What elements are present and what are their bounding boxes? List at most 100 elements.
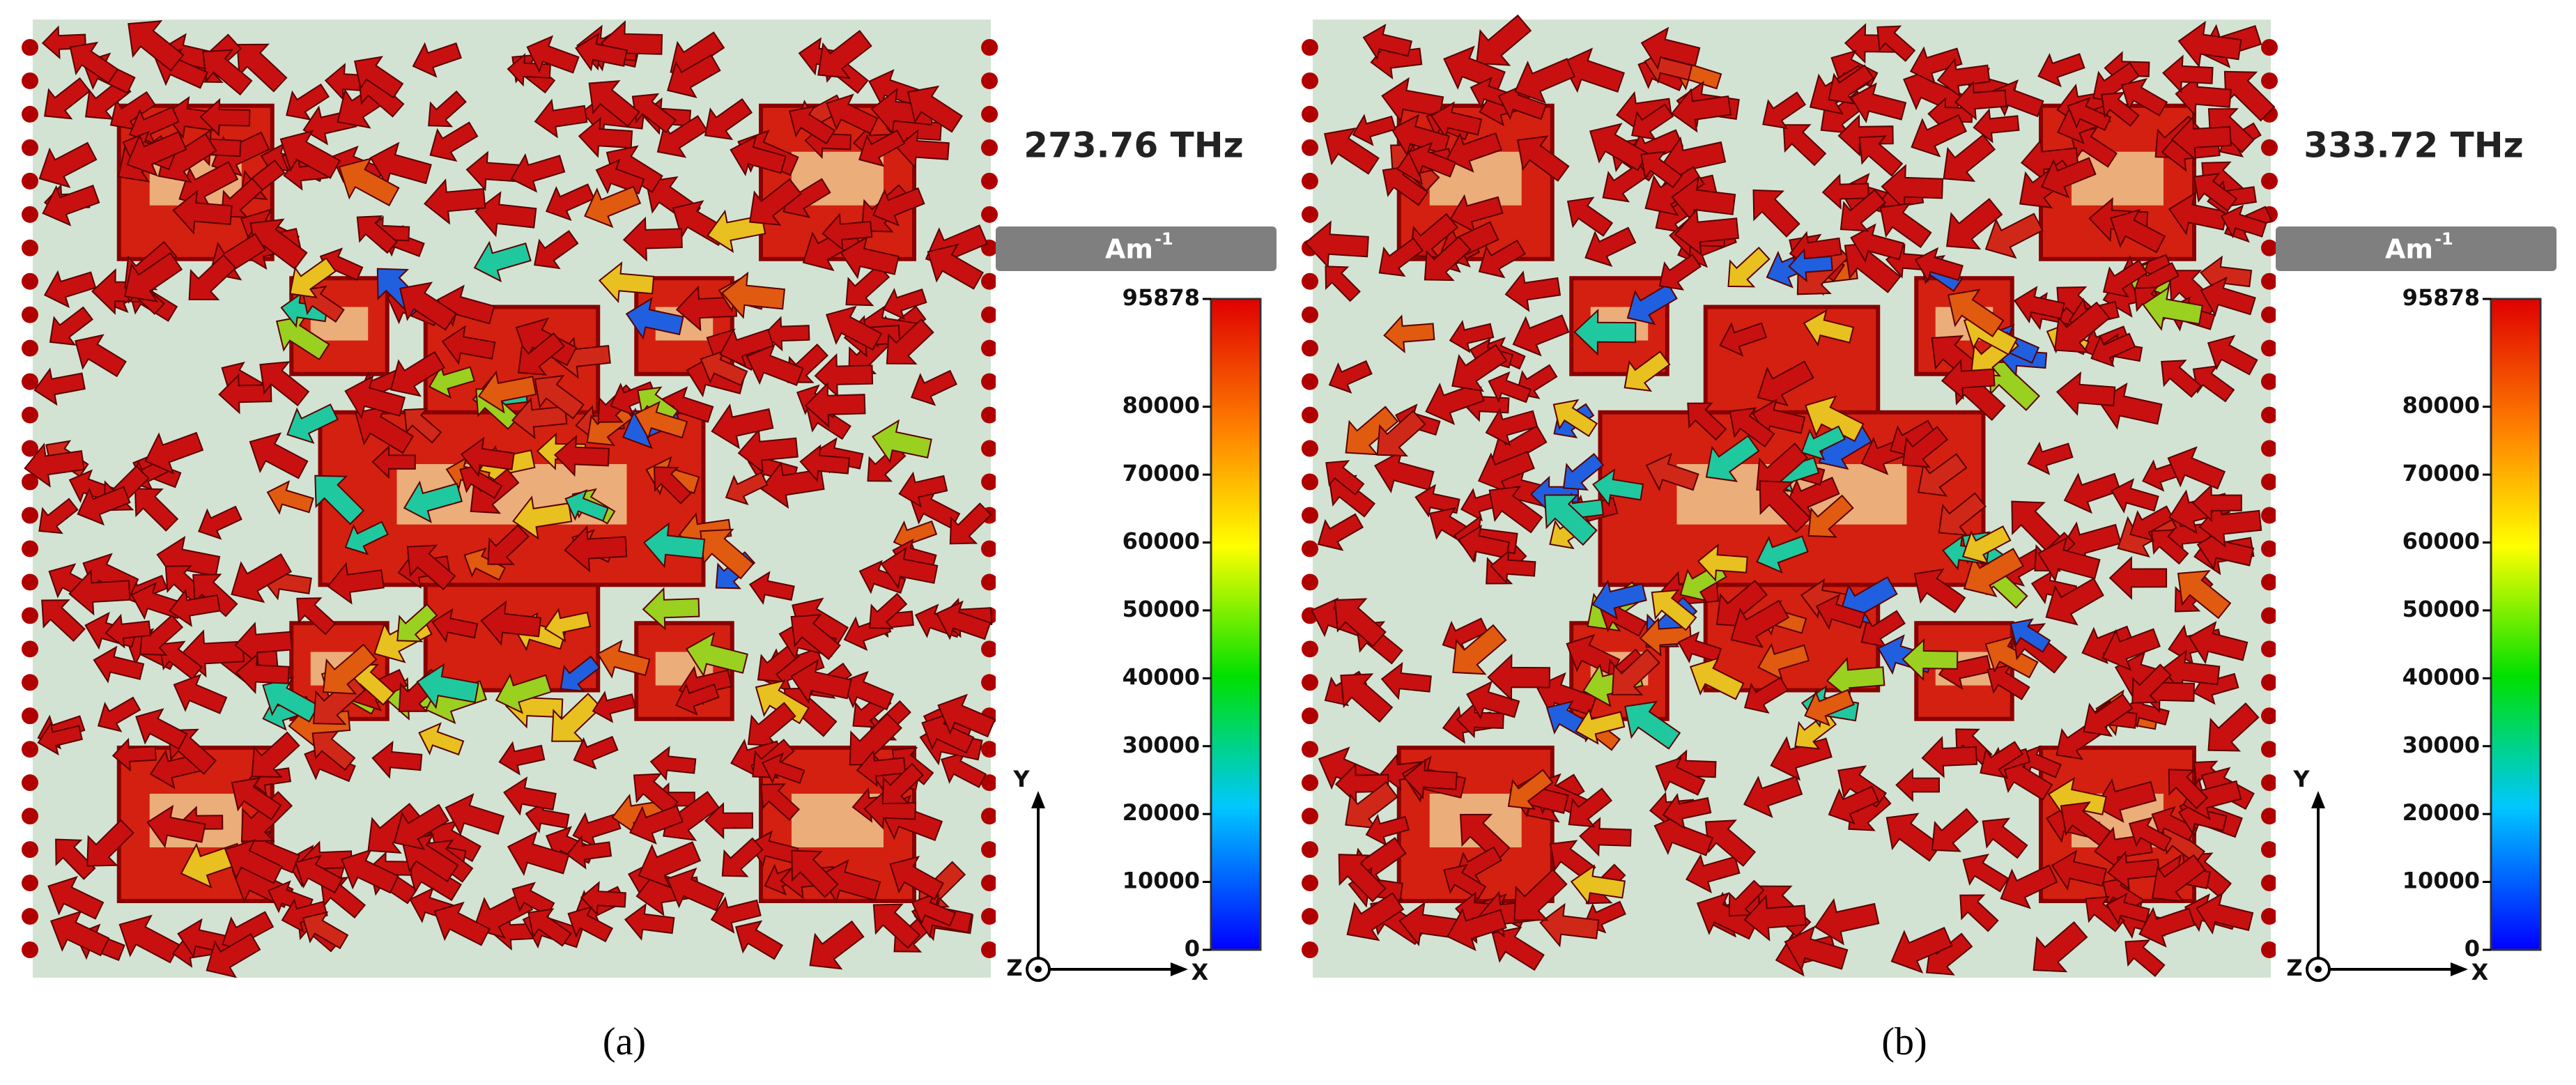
colorbar-tick-label: 30000 bbox=[2403, 732, 2480, 758]
current-arrow bbox=[355, 405, 415, 454]
current-arrow bbox=[1334, 598, 1387, 647]
edge-port bbox=[2261, 707, 2278, 725]
current-arrow bbox=[477, 370, 537, 414]
current-arrow bbox=[622, 216, 683, 262]
current-arrow bbox=[279, 130, 341, 179]
current-arrow bbox=[429, 121, 479, 162]
current-arrow bbox=[2000, 864, 2058, 909]
edge-port bbox=[981, 941, 998, 958]
current-arrow bbox=[819, 859, 881, 904]
current-arrow bbox=[2011, 500, 2063, 553]
current-arrow bbox=[139, 614, 184, 656]
current-arrow bbox=[725, 471, 769, 505]
current-arrow bbox=[881, 762, 924, 805]
current-arrow bbox=[1954, 81, 2007, 121]
current-arrow bbox=[2018, 745, 2062, 778]
edge-port bbox=[22, 841, 38, 859]
current-arrow bbox=[1317, 513, 1364, 551]
edge-port bbox=[22, 406, 38, 424]
current-arrow bbox=[369, 141, 432, 187]
current-arrow bbox=[249, 432, 309, 479]
edge-port bbox=[22, 507, 38, 524]
current-arrow bbox=[97, 696, 141, 732]
current-arrow bbox=[1687, 402, 1727, 441]
colorbar-tick-label: 0 bbox=[1185, 935, 1200, 962]
current-arrow bbox=[1658, 254, 1702, 291]
current-arrow bbox=[2037, 537, 2101, 583]
panel-caption: (a) bbox=[603, 1020, 646, 1063]
current-arrow bbox=[1380, 661, 1432, 700]
current-arrow bbox=[517, 332, 566, 376]
current-arrow bbox=[551, 693, 603, 742]
current-arrow bbox=[1743, 894, 1807, 941]
current-arrow bbox=[534, 375, 585, 420]
current-arrow bbox=[592, 691, 636, 723]
edge-port bbox=[2261, 808, 2278, 825]
current-arrow bbox=[886, 318, 934, 365]
current-arrow bbox=[1727, 246, 1771, 288]
current-arrow bbox=[1456, 702, 1504, 739]
current-arrow bbox=[633, 401, 688, 440]
current-arrow bbox=[2120, 78, 2168, 116]
current-arrow bbox=[949, 502, 992, 545]
colorbar-tick-label: 80000 bbox=[1123, 392, 1200, 419]
current-arrow bbox=[2223, 70, 2276, 122]
current-arrow bbox=[1640, 26, 1701, 70]
current-arrow bbox=[1383, 314, 1435, 354]
current-arrow bbox=[700, 349, 748, 387]
current-arrow bbox=[144, 431, 204, 475]
current-arrow bbox=[1911, 114, 1968, 157]
current-arrow bbox=[2192, 365, 2235, 403]
colorbar-header bbox=[996, 226, 1277, 271]
current-arrow bbox=[69, 41, 119, 84]
current-arrow bbox=[1487, 653, 1551, 702]
current-arrow bbox=[353, 56, 404, 99]
current-arrow bbox=[158, 640, 203, 680]
edge-port bbox=[1302, 574, 1318, 591]
edge-port bbox=[22, 206, 38, 223]
current-arrow bbox=[1962, 853, 2010, 893]
colorbar-tick-label: 30000 bbox=[1123, 732, 1200, 758]
current-arrow bbox=[880, 546, 939, 590]
current-arrow bbox=[575, 32, 628, 72]
edge-port bbox=[1302, 941, 1318, 958]
current-arrow bbox=[826, 305, 883, 351]
current-arrow bbox=[2053, 301, 2111, 353]
current-arrow bbox=[431, 608, 479, 643]
current-arrow bbox=[2067, 97, 2112, 131]
edge-port bbox=[22, 105, 38, 123]
current-arrow bbox=[1549, 840, 1596, 882]
current-arrow bbox=[41, 599, 86, 642]
current-arrow bbox=[295, 854, 344, 894]
edge-port bbox=[2261, 607, 2278, 624]
current-arrow bbox=[1345, 781, 1398, 829]
current-arrow bbox=[1729, 407, 1775, 448]
current-arrow bbox=[1323, 128, 1380, 175]
edge-port bbox=[22, 72, 38, 89]
edge-port bbox=[1302, 373, 1318, 390]
edge-port bbox=[22, 139, 38, 156]
current-arrow bbox=[1902, 638, 1959, 682]
edge-port bbox=[1302, 105, 1318, 123]
current-arrow bbox=[1800, 425, 1846, 461]
current-arrow bbox=[1743, 776, 1803, 818]
current-arrow bbox=[642, 522, 706, 569]
current-arrow bbox=[231, 777, 282, 821]
current-arrow bbox=[1705, 435, 1760, 482]
edge-port bbox=[22, 674, 38, 691]
current-arrow bbox=[525, 800, 570, 833]
current-arrow bbox=[2168, 769, 2209, 810]
x-axis-head bbox=[2451, 962, 2468, 976]
current-arrow bbox=[1584, 226, 1637, 268]
edge-port bbox=[22, 640, 38, 658]
current-arrow bbox=[1491, 926, 1545, 971]
current-arrow bbox=[595, 158, 645, 194]
current-arrow bbox=[1840, 189, 1887, 232]
current-arrow bbox=[642, 587, 700, 631]
current-arrow bbox=[584, 185, 642, 229]
current-arrow bbox=[1984, 636, 2039, 679]
current-arrow bbox=[2020, 139, 2079, 183]
current-arrow bbox=[534, 230, 579, 270]
edge-port bbox=[22, 172, 38, 190]
current-arrow bbox=[527, 908, 572, 947]
